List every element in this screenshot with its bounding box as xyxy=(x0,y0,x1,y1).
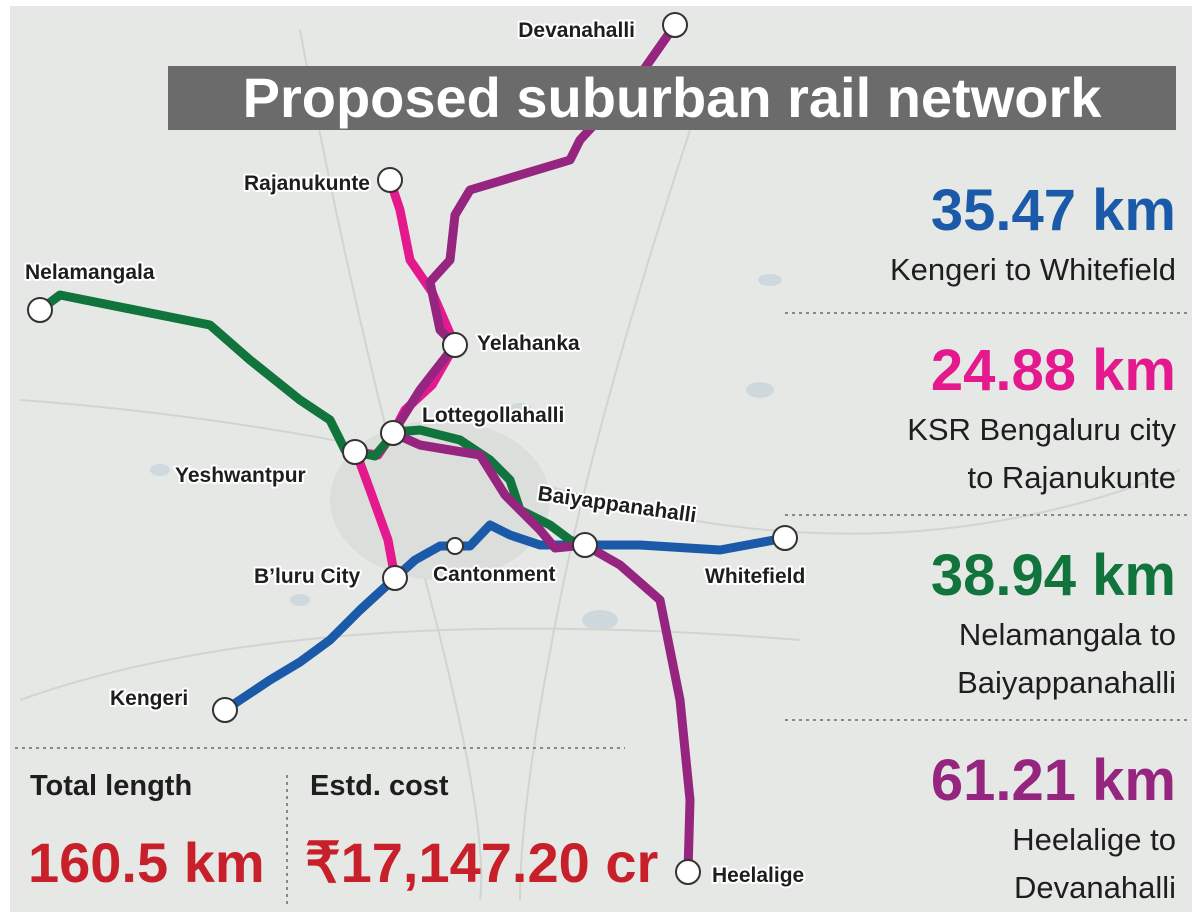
route-description: Devanahalli xyxy=(1014,870,1176,905)
station-label: Nelamangala xyxy=(25,261,155,284)
route-distance: 24.88 km xyxy=(931,338,1176,403)
route-distance: 61.21 km xyxy=(931,748,1176,813)
station-label: Cantonment xyxy=(433,563,556,586)
station-label: Whitefield xyxy=(705,565,805,588)
station-marker xyxy=(446,537,464,555)
station-marker xyxy=(662,12,688,38)
route-distance: 35.47 km xyxy=(931,178,1176,243)
station-marker xyxy=(772,525,798,551)
station-label: Kengeri xyxy=(110,687,188,710)
station-marker xyxy=(675,859,701,885)
route-description: KSR Bengaluru city xyxy=(907,412,1176,447)
lakes xyxy=(150,274,782,630)
station-label: Heelalige xyxy=(712,864,804,887)
route-description: Heelalige to xyxy=(1012,822,1176,857)
station-label: Rajanukunte xyxy=(244,172,370,195)
station-label: Devanahalli xyxy=(518,19,635,42)
station-label: Yelahanka xyxy=(477,332,580,355)
station-label: Lottegollahalli xyxy=(422,404,564,427)
station-marker xyxy=(442,332,468,358)
station-marker xyxy=(572,532,598,558)
map-background xyxy=(10,6,1192,912)
station-marker xyxy=(380,420,406,446)
station-label: Yeshwantpur xyxy=(175,464,306,487)
title-box xyxy=(168,66,1176,130)
station-marker xyxy=(382,565,408,591)
length-value: 160.5 km xyxy=(28,831,265,894)
route-distance: 38.94 km xyxy=(931,543,1176,608)
route-description: Nelamangala to xyxy=(959,617,1176,652)
station-marker xyxy=(27,297,53,323)
station-label: B’luru City xyxy=(254,565,360,588)
route-description: to Rajanukunte xyxy=(967,460,1176,495)
route-description: Baiyappanahalli xyxy=(957,665,1176,700)
station-marker xyxy=(212,697,238,723)
cost-label: Estd. cost xyxy=(310,770,449,802)
station-marker xyxy=(377,167,403,193)
cost-value: ₹17,147.20 cr xyxy=(305,831,658,894)
route-description: Kengeri to Whitefield xyxy=(890,252,1176,287)
length-label: Total length xyxy=(30,770,192,802)
station-marker xyxy=(342,439,368,465)
title: Proposed suburban rail network xyxy=(243,66,1103,129)
